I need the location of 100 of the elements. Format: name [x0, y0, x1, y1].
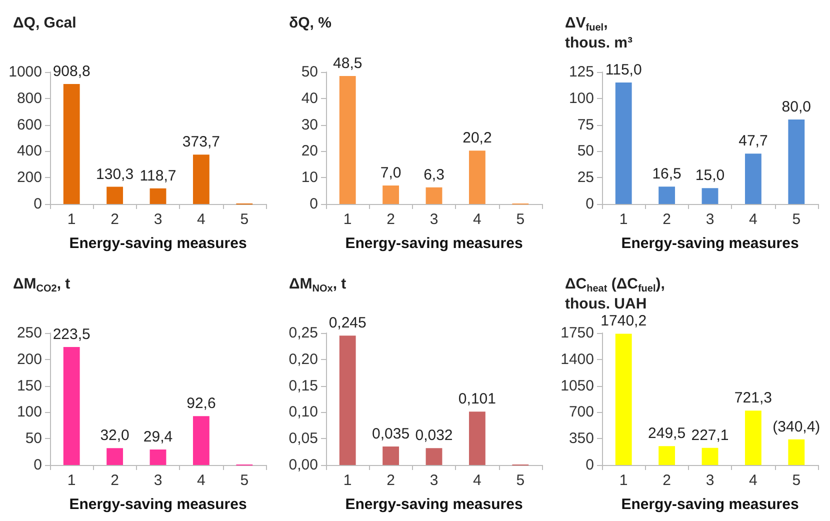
y-tick-label: 700 — [568, 403, 594, 420]
x-tick-label: 4 — [749, 472, 758, 488]
x-tick-label: 2 — [110, 211, 119, 228]
bar — [702, 188, 718, 204]
bar — [150, 448, 166, 464]
bar — [106, 448, 124, 464]
bar — [468, 150, 486, 204]
x-tick-label: 4 — [473, 211, 482, 228]
bar — [615, 82, 632, 204]
y-tick-label: 125 — [568, 64, 594, 80]
y-tick-label: 10 — [301, 169, 318, 186]
y-tick-label: 50 — [577, 142, 594, 160]
y-tick-label: 50 — [301, 64, 318, 80]
x-tick-label: 5 — [240, 211, 249, 228]
data-label: 32,0 — [100, 426, 130, 444]
x-tick-label: 4 — [197, 211, 206, 228]
x-tick-label: 5 — [240, 472, 249, 488]
x-tick-label: 1 — [343, 211, 352, 228]
x-tick-label: 2 — [110, 472, 119, 488]
x-tick-label: 3 — [154, 472, 162, 488]
data-label: 0,101 — [458, 390, 496, 408]
x-tick-label: 5 — [516, 211, 525, 228]
x-tick-label: 3 — [430, 211, 438, 228]
bar — [426, 448, 442, 464]
x-tick-label: 2 — [662, 211, 671, 228]
bar — [658, 186, 676, 204]
y-tick-label: 0,00 — [288, 456, 318, 473]
bar — [106, 186, 124, 204]
data-label: 92,6 — [186, 394, 216, 412]
y-tick-label: 1050 — [560, 376, 594, 394]
bar — [744, 410, 762, 464]
data-label: 80,0 — [782, 98, 811, 116]
y-tick-label: 0,10 — [288, 403, 318, 420]
x-tick-label: 1 — [343, 472, 352, 488]
data-label: 16,5 — [652, 166, 682, 183]
bar — [468, 411, 486, 464]
y-tick-label: 800 — [16, 90, 42, 107]
data-label: 47,7 — [738, 132, 768, 150]
x-tick-label: 3 — [706, 472, 714, 488]
y-tick-label: 0 — [34, 196, 42, 212]
x-tick-label: 5 — [792, 211, 801, 228]
data-label: 249,5 — [648, 424, 686, 442]
y-tick-label: 25 — [577, 169, 594, 186]
bar — [339, 335, 356, 464]
y-tick-label: 30 — [301, 116, 318, 134]
y-tick-label: 200 — [16, 169, 42, 186]
bar — [339, 76, 356, 204]
y-tick-label: 100 — [568, 90, 594, 107]
x-tick-label: 1 — [619, 472, 628, 488]
data-label: 6,3 — [424, 166, 444, 184]
data-label: (340,4) — [772, 418, 820, 435]
data-label: 15,0 — [695, 167, 725, 184]
data-label: 0,032 — [415, 426, 453, 444]
x-axis-title: Energy-saving measures — [621, 235, 799, 252]
y-tick-label: 0 — [586, 196, 594, 212]
x-tick-label: 3 — [430, 472, 438, 488]
x-tick-label: 2 — [386, 211, 395, 228]
data-label: 908,8 — [52, 63, 90, 80]
data-label: 20,2 — [462, 130, 492, 147]
y-tick-label: 40 — [301, 90, 318, 107]
bar — [192, 416, 210, 464]
x-axis-title: Energy-saving measures — [69, 496, 247, 512]
bar — [382, 446, 400, 464]
data-label: 48,5 — [333, 54, 362, 72]
bar — [788, 438, 805, 464]
x-tick-label: 5 — [792, 472, 801, 488]
y-tick-label: 1750 — [560, 324, 594, 341]
bar — [426, 187, 442, 204]
y-tick-label: 0 — [310, 196, 318, 212]
y-tick-label: 0 — [586, 456, 594, 473]
y-tick-label: 75 — [577, 116, 594, 134]
y-tick-label: 250 — [16, 324, 42, 341]
data-label: 7,0 — [380, 164, 402, 182]
x-tick-label: 3 — [154, 211, 162, 228]
y-tick-label: 1000 — [8, 64, 42, 80]
y-tick-label: 0,15 — [288, 376, 318, 394]
x-tick-label: 4 — [749, 211, 758, 228]
bar — [192, 154, 210, 204]
bar — [382, 186, 400, 204]
data-label: 130,3 — [96, 166, 134, 183]
y-tick-label: 350 — [568, 430, 594, 447]
y-tick-label: 1400 — [560, 350, 594, 368]
data-label: 373,7 — [182, 134, 220, 151]
y-tick-label: 600 — [16, 116, 42, 134]
y-tick-label: 200 — [16, 350, 42, 368]
data-label: 1740,2 — [600, 312, 647, 330]
y-tick-label: 0,25 — [288, 324, 318, 341]
y-tick-label: 150 — [16, 376, 42, 394]
y-axis-title: δQ, % — [289, 14, 332, 32]
x-tick-label: 4 — [197, 472, 206, 488]
x-axis-title: Energy-saving measures — [345, 235, 523, 252]
y-tick-label: 0,20 — [288, 350, 318, 368]
data-label: 29,4 — [143, 428, 173, 445]
bar — [658, 446, 676, 464]
bar — [788, 120, 805, 204]
data-label: 223,5 — [52, 325, 90, 342]
x-tick-label: 4 — [473, 472, 482, 488]
bar — [744, 154, 762, 204]
bar — [702, 447, 718, 464]
data-label: 118,7 — [140, 167, 176, 184]
